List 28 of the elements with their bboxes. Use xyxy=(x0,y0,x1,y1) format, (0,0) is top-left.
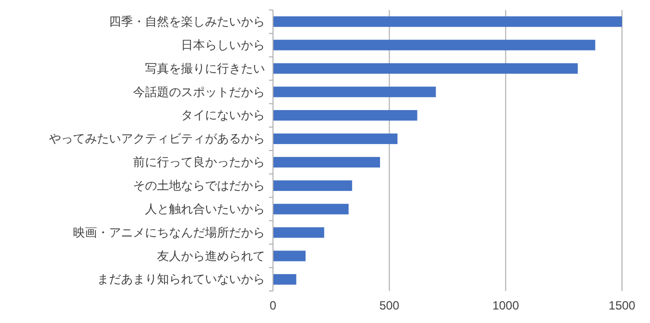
bar xyxy=(273,110,418,121)
y-tick-label: まだあまり知られていないから xyxy=(97,272,265,286)
x-tick-label: 500 xyxy=(379,298,400,313)
bar xyxy=(273,63,578,74)
bar xyxy=(273,16,622,27)
y-tick-label: その土地ならではだから xyxy=(133,178,265,192)
bar xyxy=(273,86,436,98)
y-tick-label: 人と触れ合いたいから xyxy=(145,202,265,216)
y-tick-label: 友人から進められて xyxy=(157,248,265,263)
bar xyxy=(273,250,306,262)
x-tick-label: 0 xyxy=(270,298,277,313)
bar xyxy=(273,40,596,50)
y-tick-label: 映画・アニメにちなんだ場所だから xyxy=(73,225,265,240)
bar xyxy=(273,180,352,191)
bar xyxy=(273,204,349,214)
y-tick-label: 写真を撮りに行きたい xyxy=(145,61,265,76)
y-tick-label: 四季・自然を楽しみたいから xyxy=(109,14,265,28)
x-tick-label: 1500 xyxy=(608,298,636,313)
y-tick-label: 前に行って良かったから xyxy=(133,155,265,170)
y-tick-label: 日本らしいから xyxy=(181,38,265,52)
y-tick-label: タイにないから xyxy=(181,108,265,122)
bar xyxy=(273,274,296,285)
x-tick-label: 1000 xyxy=(492,298,520,313)
y-tick-label: 今話題のスポットだから xyxy=(133,84,265,99)
y-tick-label: やってみたいアクティビティがあるから xyxy=(49,132,265,146)
bar xyxy=(273,156,380,168)
bar xyxy=(273,134,398,144)
bar xyxy=(273,227,324,238)
